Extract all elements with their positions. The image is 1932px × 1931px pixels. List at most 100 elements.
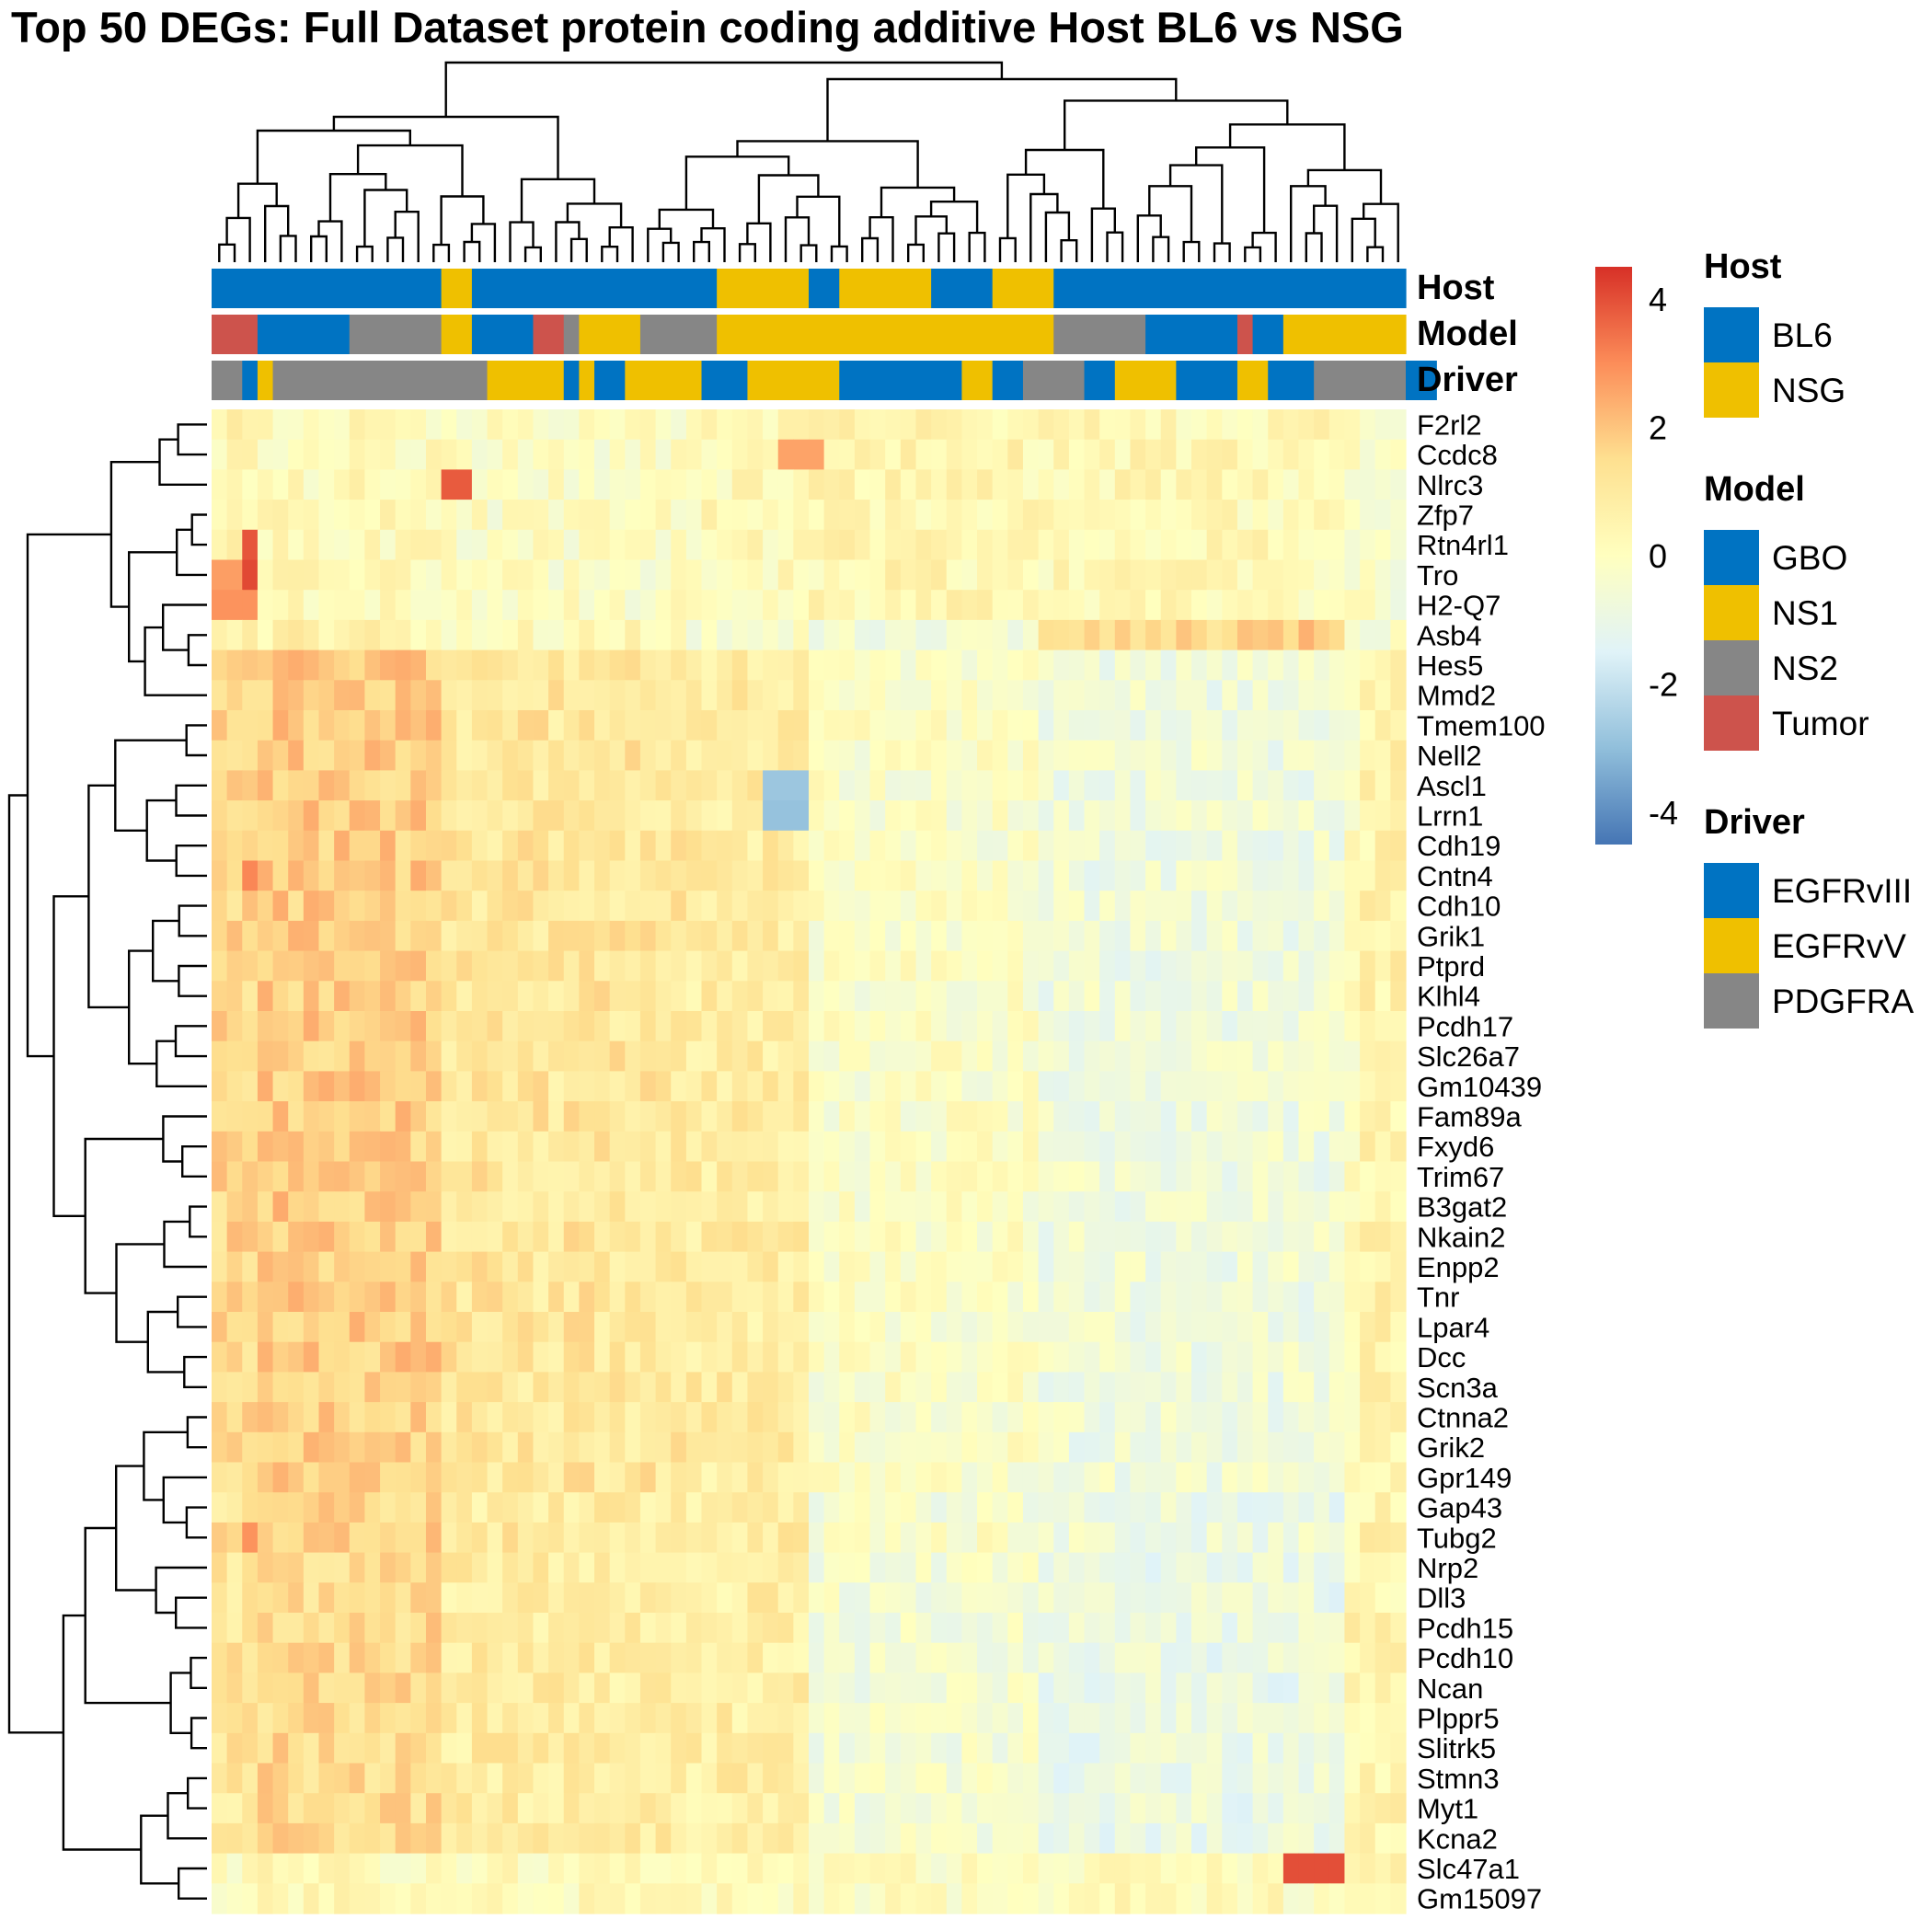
heatmap-cell: [1130, 619, 1146, 651]
heatmap-cell: [1344, 1883, 1361, 1914]
heatmap-cell: [1068, 1672, 1086, 1704]
heatmap-cell: [410, 469, 427, 500]
heatmap-cell: [1268, 710, 1284, 741]
heatmap-cell: [1390, 800, 1407, 832]
heatmap-cell: [1068, 619, 1086, 651]
heatmap-cell: [977, 1131, 994, 1163]
heatmap-cell: [1099, 1763, 1116, 1794]
heatmap-cell: [487, 1101, 503, 1132]
heatmap-cell: [747, 1101, 764, 1132]
heatmap-cell: [1298, 559, 1315, 591]
heatmap-cell: [1314, 1642, 1330, 1673]
heatmap-cell: [1328, 981, 1346, 1012]
heatmap-cell: [441, 710, 457, 741]
heatmap-cell: [1222, 1462, 1238, 1493]
heatmap-cell: [1206, 1552, 1223, 1583]
heatmap-cell: [625, 1732, 641, 1764]
heatmap-cell: [809, 1101, 825, 1132]
heatmap-cell: [900, 409, 917, 441]
heatmap-cell: [977, 860, 994, 891]
heatmap-cell: [1068, 920, 1086, 952]
heatmap-cell: [303, 1703, 320, 1734]
heatmap-cell: [1130, 1793, 1146, 1824]
heatmap-cell: [763, 1011, 779, 1042]
dendrogram-branch: [174, 1025, 207, 1058]
gene-label: Trim67: [1417, 1161, 1504, 1193]
heatmap-cell: [502, 950, 519, 982]
heatmap-cell: [272, 1522, 289, 1554]
heatmap-cell: [272, 1853, 289, 1884]
heatmap-cell: [609, 1040, 626, 1072]
heatmap-cell: [257, 981, 274, 1012]
heatmap-cell: [747, 409, 764, 441]
heatmap-cell: [1252, 800, 1269, 832]
heatmap-cell: [1282, 1040, 1300, 1072]
heatmap-cell: [1206, 1071, 1223, 1102]
dendrogram-branch: [432, 243, 451, 262]
annotation-cell: [717, 315, 1054, 354]
heatmap-cell: [1007, 590, 1024, 621]
heatmap-cell: [425, 1040, 443, 1072]
heatmap-cell: [364, 1462, 381, 1493]
heatmap-cell: [1328, 590, 1346, 621]
heatmap-cell: [456, 770, 473, 801]
heatmap-cell: [717, 891, 733, 922]
heatmap-cell: [992, 1763, 1008, 1794]
heatmap-cell: [869, 1372, 886, 1403]
heatmap-cell: [731, 1462, 749, 1493]
heatmap-cell: [563, 1582, 580, 1614]
heatmap-cell: [272, 1462, 289, 1493]
dendrogram-branch: [62, 1614, 142, 1851]
heatmap-cell: [425, 1462, 443, 1493]
heatmap-cell: [625, 1161, 641, 1192]
heatmap-cell: [1206, 1492, 1223, 1523]
heatmap-cell: [1374, 1372, 1391, 1403]
heatmap-cell: [226, 439, 243, 470]
heatmap-cell: [1222, 1221, 1238, 1253]
heatmap-cell: [1252, 1402, 1269, 1433]
heatmap-cell: [1390, 1341, 1407, 1373]
heatmap-cell: [395, 1402, 411, 1433]
heatmap-cell: [671, 1763, 687, 1794]
heatmap-cell: [425, 1011, 443, 1042]
annotation-cell: [625, 361, 703, 400]
heatmap-cell: [961, 1011, 978, 1042]
heatmap-cell: [931, 1372, 948, 1403]
heatmap-cell: [915, 1763, 932, 1794]
heatmap-cell: [1007, 649, 1024, 681]
heatmap-cell: [288, 981, 305, 1012]
heatmap-cell: [671, 529, 687, 561]
heatmap-cell: [272, 1613, 289, 1644]
heatmap-cell: [1236, 500, 1254, 531]
heatmap-cell: [992, 1703, 1008, 1734]
heatmap-cell: [1160, 1101, 1177, 1132]
dendrogram-branch: [140, 1814, 179, 1885]
heatmap-cell: [1022, 1462, 1040, 1493]
heatmap-cell: [502, 1341, 519, 1373]
heatmap-cell: [900, 1822, 917, 1855]
heatmap-cell: [1206, 1011, 1223, 1042]
heatmap-cell: [793, 1552, 810, 1583]
heatmap-cell: [977, 1282, 994, 1313]
heatmap-cell: [1374, 1312, 1391, 1343]
heatmap-cell: [747, 830, 764, 862]
heatmap-cell: [1191, 1312, 1208, 1343]
heatmap-cell: [410, 500, 427, 531]
heatmap-cell: [1160, 1040, 1177, 1072]
heatmap-cell: [1130, 1312, 1146, 1343]
heatmap-cell: [655, 409, 672, 441]
heatmap-cell: [685, 1883, 703, 1914]
colorbar-legend: 420-2-4: [1595, 267, 1678, 845]
heatmap-cell: [809, 981, 825, 1012]
heatmap-cell: [1099, 1161, 1116, 1192]
heatmap-cell: [517, 1372, 535, 1403]
heatmap-cell: [380, 1793, 397, 1824]
heatmap-cell: [425, 680, 443, 711]
heatmap-cell: [364, 1101, 381, 1132]
heatmap-cell: [1328, 409, 1346, 441]
heatmap-cell: [747, 1221, 764, 1253]
heatmap-cell: [303, 830, 320, 862]
heatmap-cell: [885, 1522, 902, 1554]
heatmap-cell: [1099, 710, 1116, 741]
heatmap-cell: [288, 1131, 305, 1163]
